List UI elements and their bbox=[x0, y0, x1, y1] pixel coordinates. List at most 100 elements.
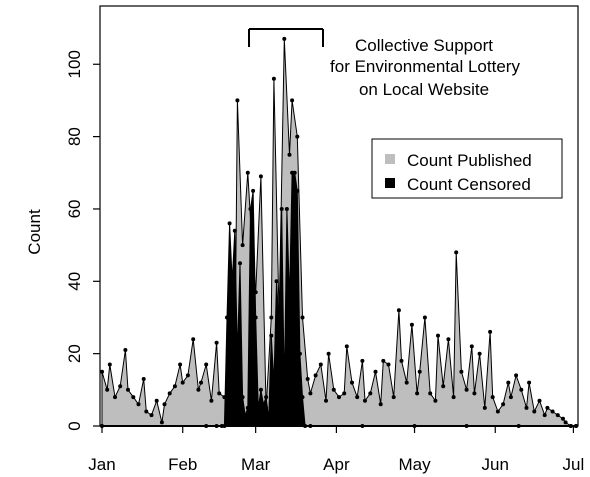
data-point-published bbox=[214, 340, 219, 345]
data-point-published bbox=[373, 369, 378, 374]
annotation-line-1: Collective Support bbox=[355, 36, 493, 55]
data-point-censored bbox=[284, 207, 289, 211]
data-point-censored bbox=[225, 315, 229, 320]
data-point-published bbox=[232, 377, 237, 381]
data-point-censored bbox=[292, 170, 297, 175]
data-point-published bbox=[360, 358, 365, 363]
data-point-published bbox=[100, 369, 104, 374]
data-point-censored bbox=[264, 395, 269, 400]
x-tick-label: Apr bbox=[323, 455, 350, 474]
data-point-censored bbox=[266, 416, 271, 421]
data-point-published bbox=[113, 395, 117, 400]
data-point-published bbox=[415, 391, 420, 396]
data-point-censored bbox=[287, 297, 292, 302]
data-point-censored bbox=[297, 351, 302, 356]
plot-frame bbox=[99, 5, 579, 427]
annotation-line-3: on Local Website bbox=[359, 80, 489, 99]
data-point-censored bbox=[282, 387, 287, 392]
data-point-censored bbox=[227, 221, 232, 226]
data-point-published bbox=[172, 384, 177, 389]
data-point-published bbox=[191, 337, 196, 342]
data-point-published bbox=[154, 398, 159, 403]
data-point-published bbox=[459, 369, 464, 374]
data-point-published bbox=[555, 413, 560, 418]
data-point-censored bbox=[261, 402, 266, 407]
data-point-published bbox=[178, 362, 183, 367]
y-axis: 0 20 40 60 80 100 bbox=[65, 50, 100, 431]
data-point-published bbox=[391, 395, 396, 400]
data-point-published bbox=[258, 174, 263, 179]
data-point-published bbox=[368, 391, 373, 396]
data-point-published bbox=[381, 358, 386, 363]
y-tick-label: 20 bbox=[65, 344, 84, 363]
data-point-published bbox=[222, 395, 227, 400]
data-point-published bbox=[506, 380, 511, 385]
data-point-published bbox=[563, 420, 568, 425]
data-point-published bbox=[454, 250, 459, 255]
data-point-published bbox=[305, 377, 310, 381]
data-point-published bbox=[501, 402, 506, 407]
data-point-published bbox=[118, 384, 123, 389]
data-point-published bbox=[514, 373, 519, 378]
data-point-published bbox=[209, 398, 214, 403]
data-point-published bbox=[344, 344, 349, 349]
data-point-published bbox=[326, 351, 331, 356]
y-axis-label: Count bbox=[25, 209, 44, 255]
data-point-censored bbox=[243, 413, 248, 418]
data-point-published bbox=[488, 329, 493, 334]
data-point-published bbox=[422, 315, 427, 320]
data-point-censored bbox=[253, 315, 258, 320]
data-point-published bbox=[240, 243, 245, 248]
y-tick-label: 40 bbox=[65, 272, 84, 291]
data-point-published bbox=[167, 391, 172, 396]
x-axis: Jan Feb Mar Apr May Jun Jul bbox=[88, 426, 584, 474]
data-point-published bbox=[131, 395, 136, 400]
legend-swatch-censored bbox=[385, 178, 395, 188]
data-point-published bbox=[282, 36, 287, 41]
data-point-published bbox=[545, 405, 550, 410]
data-point-published bbox=[290, 98, 295, 103]
data-point-published bbox=[399, 358, 404, 363]
data-point-published bbox=[196, 387, 201, 392]
x-tick-label: Jan bbox=[88, 455, 115, 474]
data-point-published bbox=[251, 261, 256, 266]
data-point-published bbox=[269, 315, 274, 320]
data-point-published bbox=[550, 409, 555, 414]
data-point-published bbox=[313, 373, 318, 378]
x-tick-label: May bbox=[398, 455, 431, 474]
data-point-published bbox=[253, 290, 258, 295]
series-area-published bbox=[101, 38, 576, 427]
data-point-published bbox=[527, 380, 532, 385]
data-point-published bbox=[185, 373, 190, 378]
data-point-published bbox=[126, 387, 130, 392]
data-point-published bbox=[519, 387, 524, 392]
data-point-censored bbox=[235, 351, 240, 356]
data-point-published bbox=[482, 405, 487, 410]
data-point-published bbox=[331, 387, 336, 392]
data-point-published bbox=[180, 380, 185, 385]
data-point-censored bbox=[232, 228, 237, 233]
plot-area bbox=[100, 36, 578, 428]
data-point-published bbox=[542, 413, 547, 418]
legend: Count Published Count Censored bbox=[371, 138, 563, 199]
data-point-published bbox=[378, 402, 383, 407]
data-point-published bbox=[472, 391, 477, 396]
data-point-published bbox=[204, 362, 209, 367]
data-point-published bbox=[159, 420, 164, 425]
data-point-published bbox=[363, 398, 367, 403]
data-point-published bbox=[123, 348, 128, 352]
data-point-censored bbox=[258, 387, 263, 392]
data-point-published bbox=[451, 395, 456, 400]
x-tick-label: Feb bbox=[168, 455, 197, 474]
data-point-published bbox=[271, 76, 276, 81]
data-point-censored bbox=[256, 405, 261, 410]
data-point-censored bbox=[274, 279, 279, 284]
data-point-published bbox=[149, 413, 154, 418]
data-point-published bbox=[245, 170, 250, 175]
data-point-published bbox=[350, 380, 354, 385]
data-point-censored bbox=[279, 207, 284, 211]
data-point-published bbox=[441, 384, 446, 389]
data-point-published bbox=[396, 308, 401, 313]
y-tick-label: 0 bbox=[65, 421, 84, 430]
